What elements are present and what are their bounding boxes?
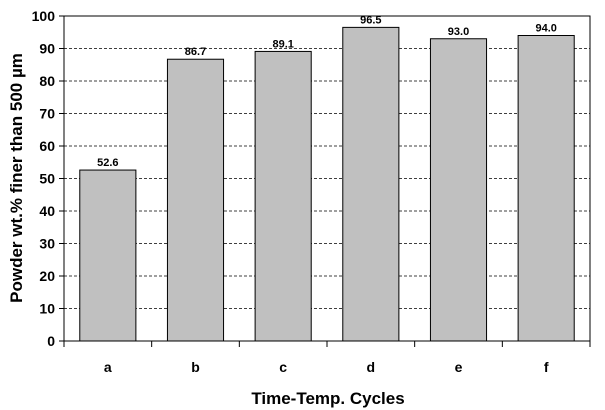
bar-f [517,35,575,342]
x-tick-label-b: b [191,359,200,375]
y-tick-label: 80 [39,73,55,89]
data-label-d: 96.5 [360,14,381,26]
y-tick-label: 100 [32,8,56,24]
labels: 52.6 a 86.7 b 89.1 c 96.5 d 93.0 e 94.0 f 0 10 20 30 40 5… [32,8,557,375]
bar-d [342,26,400,342]
y-tick-label: 20 [39,268,55,284]
x-tick-label-f: f [544,359,549,375]
y-axis-title: Powder wt.% finer than 500 µm [7,53,26,303]
y-tick-label: 30 [39,236,55,252]
x-tick-label-d: d [367,359,376,375]
data-label-c: 89.1 [272,38,293,50]
gridlines [64,15,590,309]
bar-e [429,38,488,342]
x-axis-title: Time-Temp. Cycles [251,389,404,408]
data-label-f: 94.0 [535,23,556,35]
x-tick-label-e: e [455,359,463,375]
x-tick-label-a: a [104,359,112,375]
y-tick-label: 50 [39,171,55,187]
y-tick-label: 60 [39,138,55,154]
y-tick-label: 40 [39,203,55,219]
data-label-b: 86.7 [185,46,206,58]
axes [59,15,591,347]
y-tick-label: 10 [39,301,55,317]
bar-a [79,169,137,342]
y-tick-label: 90 [39,41,55,57]
data-label-e: 93.0 [448,26,469,38]
x-tick-label-c: c [279,359,287,375]
y-tick-label: 0 [47,333,55,349]
bar-b [166,58,225,342]
data-label-a: 52.6 [97,157,118,169]
bar-c [254,50,312,342]
bars [79,26,575,342]
y-tick-label: 70 [39,106,55,122]
